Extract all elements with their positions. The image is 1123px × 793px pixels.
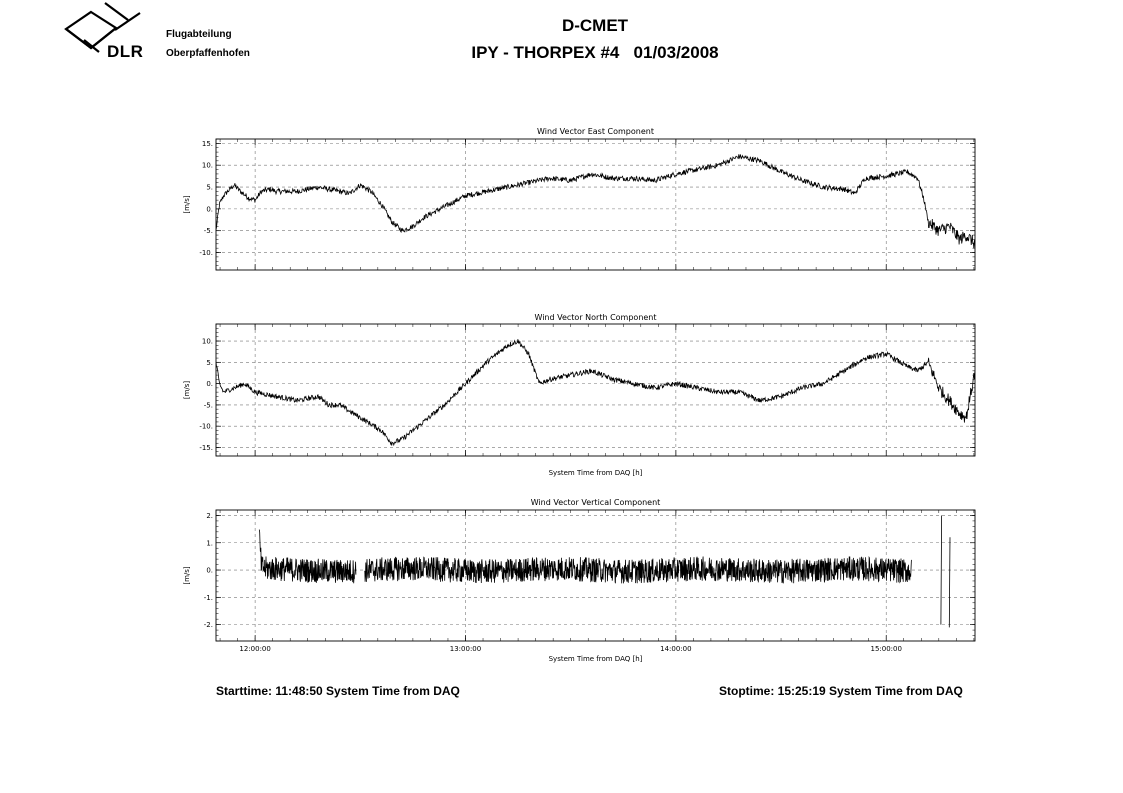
series-line [216, 339, 975, 447]
plot-frame [215, 138, 976, 271]
y-tick-label: 0. [206, 205, 213, 213]
y-tick-label: 2. [206, 512, 213, 520]
y-tick-label: 15. [202, 140, 213, 148]
chart-panel-2: -15. -10. -5. 0. 5. 10. Wind Vector North Comp… [183, 313, 976, 477]
logo-text: DLR [107, 42, 144, 61]
chart-panel-3: -2. -1. 0. 1. 2. 12:00:00 13:00:00 14:00:00 15:0… [183, 498, 976, 663]
y-tick-label: 1. [206, 539, 213, 547]
y-tick-label: 10. [202, 162, 213, 170]
plot-frame [215, 323, 976, 457]
y-tick-label: 0. [206, 380, 213, 388]
y-tick-label: 5. [206, 184, 213, 192]
x-tick-label: 15:00:00 [870, 645, 901, 653]
y-axis-label: [m/s] [183, 381, 191, 400]
start-time: Starttime: 11:48:50 System Time from DAQ [216, 684, 460, 698]
y-tick-label: 10. [202, 338, 213, 346]
x-axis-label: System Time from DAQ [h] [549, 469, 643, 477]
y-tick-label: -10. [199, 249, 213, 257]
x-tick-label: 13:00:00 [450, 645, 481, 653]
chart-title: Wind Vector North Component [534, 313, 656, 322]
y-tick-label: -5. [204, 227, 213, 235]
series-line [216, 154, 975, 249]
main-subtitle: IPY - THORPEX #4 01/03/2008 [471, 43, 719, 62]
x-tick-label: 12:00:00 [239, 645, 270, 653]
plot-frame [215, 509, 976, 642]
y-tick-label: -1. [204, 594, 213, 602]
y-tick-label: -10. [199, 423, 213, 431]
x-tick-label: 14:00:00 [660, 645, 691, 653]
series-line [258, 515, 951, 628]
main-title: D-CMET [561, 16, 629, 35]
y-tick-label: -15. [199, 444, 213, 452]
chart-title: Wind Vector Vertical Component [531, 498, 661, 507]
y-axis-label: [m/s] [183, 195, 191, 214]
institute-line1: Flugabteilung [166, 29, 232, 40]
y-tick-label: 0. [206, 567, 213, 575]
y-tick-label: -2. [204, 621, 213, 629]
chart-panel-1: -10. -5. 0. 5. 10. 15. Wind Vector East Compon… [183, 127, 976, 271]
y-tick-label: 5. [206, 359, 213, 367]
institute-line2: Oberpfaffenhofen [166, 48, 250, 59]
chart-title: Wind Vector East Component [537, 127, 654, 136]
y-tick-label: -5. [204, 401, 213, 409]
x-axis-label: System Time from DAQ [h] [549, 655, 643, 663]
stop-time: Stoptime: 15:25:19 System Time from DAQ [719, 684, 963, 698]
y-axis-label: [m/s] [183, 566, 191, 585]
